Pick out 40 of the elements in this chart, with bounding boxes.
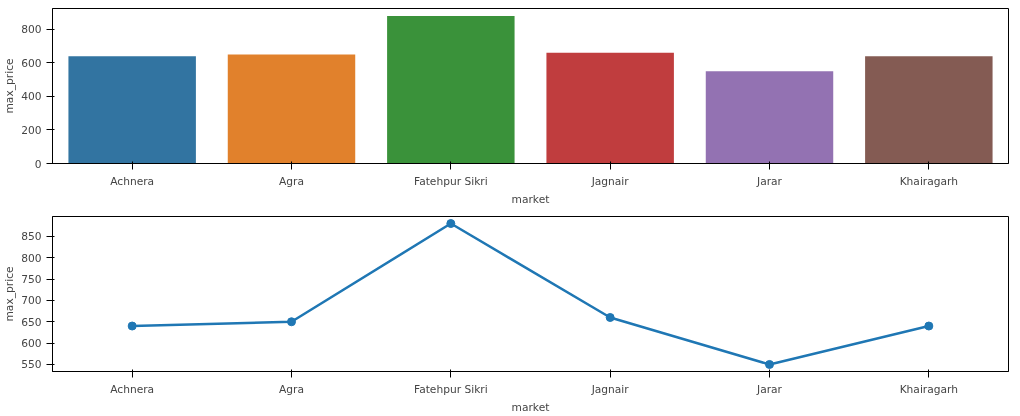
bar: [865, 56, 993, 164]
x-tick-label: Khairagarh: [899, 174, 959, 188]
y-tick-label: 200: [21, 123, 42, 137]
x-tick-label: Khairagarh: [899, 382, 959, 396]
x-tick-label: Agra: [279, 382, 304, 396]
x-axis-title: market: [511, 400, 550, 414]
bar: [68, 56, 196, 164]
x-tick-label: Jarar: [756, 382, 783, 396]
point: [446, 219, 456, 229]
point: [924, 321, 934, 331]
y-tick-label: 700: [21, 294, 42, 308]
y-tick-label: 550: [21, 358, 42, 372]
y-tick-label: 0: [34, 157, 42, 171]
y-tick-label: 400: [21, 90, 42, 104]
point: [127, 321, 137, 331]
bar: [546, 52, 674, 164]
y-axis-title: max_price: [3, 266, 17, 322]
y-tick-label: 600: [21, 56, 42, 70]
point: [605, 312, 615, 322]
point: [287, 317, 296, 327]
y-axis-title: max_price: [3, 58, 17, 114]
x-tick-label: Jarar: [756, 174, 783, 188]
x-tick-label: Fatehpur Sikri: [413, 174, 488, 188]
x-tick-label: Jagnair: [590, 382, 630, 396]
x-tick-label: Jagnair: [590, 174, 630, 188]
point: [765, 359, 774, 369]
y-tick-label: 650: [21, 315, 42, 329]
y-tick-label: 850: [21, 230, 42, 244]
x-tick-label: Achnera: [110, 382, 155, 396]
x-tick-label: Agra: [279, 174, 304, 188]
y-tick-label: 800: [21, 23, 42, 37]
y-tick-label: 750: [21, 273, 42, 287]
x-tick-label: Fatehpur Sikri: [413, 382, 488, 396]
bar: [705, 71, 834, 164]
x-axis-title: market: [511, 192, 550, 206]
y-tick-label: 600: [21, 337, 42, 351]
y-tick-label: 800: [21, 251, 42, 265]
bar: [227, 54, 356, 164]
x-tick-label: Achnera: [110, 174, 155, 188]
bar: [387, 15, 515, 164]
